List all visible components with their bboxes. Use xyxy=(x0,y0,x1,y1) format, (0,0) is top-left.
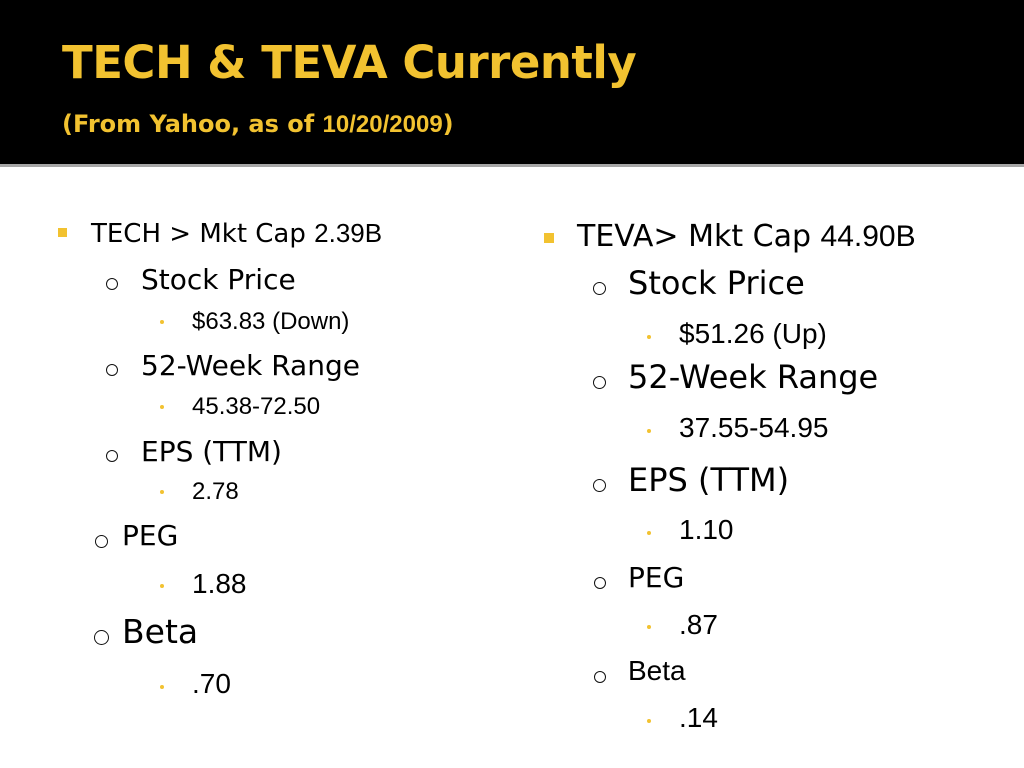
left-eps-label: EPS (TTM) xyxy=(141,435,282,468)
circle-bullet-icon xyxy=(593,479,606,492)
right-stock-price-value: $51.26 (Up) xyxy=(679,318,827,349)
left-peg-value: 1.88 xyxy=(192,568,247,599)
circle-bullet-icon xyxy=(594,577,606,589)
dot-bullet-icon xyxy=(647,429,651,433)
left-heading-label: TECH > Mkt Cap xyxy=(91,219,315,249)
right-peg-label: PEG xyxy=(628,561,685,594)
right-beta-label: Beta xyxy=(628,655,686,686)
left-heading: TECH > Mkt Cap 2.39B xyxy=(91,218,382,249)
dot-bullet-icon xyxy=(647,719,651,723)
right-eps-label: EPS (TTM) xyxy=(628,461,790,499)
slide-subtitle: (From Yahoo, as of 10/20/2009) xyxy=(62,110,454,139)
right-heading: TEVA> Mkt Cap 44.90B xyxy=(577,219,916,254)
left-range-label: 52-Week Range xyxy=(141,349,360,382)
dot-bullet-icon xyxy=(160,685,164,689)
left-range-value: 45.38-72.50 xyxy=(192,393,321,420)
title-divider-accent xyxy=(0,164,1024,167)
left-beta-label: Beta xyxy=(122,612,199,651)
slide-title: TECH & TEVA Currently xyxy=(62,36,637,89)
circle-bullet-icon xyxy=(95,535,108,548)
right-peg-value: .87 xyxy=(679,609,718,640)
square-bullet-icon xyxy=(58,228,67,237)
subtitle-date: 10/20/2009 xyxy=(322,111,443,138)
circle-bullet-icon xyxy=(106,278,118,290)
right-range-label: 52-Week Range xyxy=(628,358,879,396)
circle-bullet-icon xyxy=(593,376,606,389)
dot-bullet-icon xyxy=(160,490,164,494)
square-bullet-icon xyxy=(544,233,554,243)
circle-bullet-icon xyxy=(106,450,118,462)
left-peg-label: PEG xyxy=(122,519,179,552)
dot-bullet-icon xyxy=(647,531,651,535)
right-range-value: 37.55-54.95 xyxy=(679,412,829,443)
dot-bullet-icon xyxy=(160,584,164,588)
right-eps-value: 1.10 xyxy=(679,514,734,545)
dot-bullet-icon xyxy=(160,405,164,409)
left-stock-price-label: Stock Price xyxy=(141,263,296,296)
subtitle-suffix: ) xyxy=(442,110,454,138)
subtitle-prefix: (From Yahoo, as of xyxy=(62,110,323,138)
circle-bullet-icon xyxy=(593,282,606,295)
dot-bullet-icon xyxy=(647,335,651,339)
left-eps-value: 2.78 xyxy=(192,478,239,505)
circle-bullet-icon xyxy=(594,671,606,683)
dot-bullet-icon xyxy=(160,320,164,324)
circle-bullet-icon xyxy=(94,630,109,645)
right-stock-price-label: Stock Price xyxy=(628,264,805,302)
circle-bullet-icon xyxy=(106,364,118,376)
right-heading-label: TEVA> Mkt Cap xyxy=(577,219,821,254)
dot-bullet-icon xyxy=(647,625,651,629)
left-heading-value: 2.39B xyxy=(314,218,383,248)
right-heading-value: 44.90B xyxy=(820,220,916,253)
right-beta-value: .14 xyxy=(679,702,718,733)
title-divider xyxy=(0,160,1024,164)
left-beta-value: .70 xyxy=(192,668,231,699)
title-bar xyxy=(0,0,1024,160)
left-stock-price-value: $63.83 (Down) xyxy=(192,308,350,335)
